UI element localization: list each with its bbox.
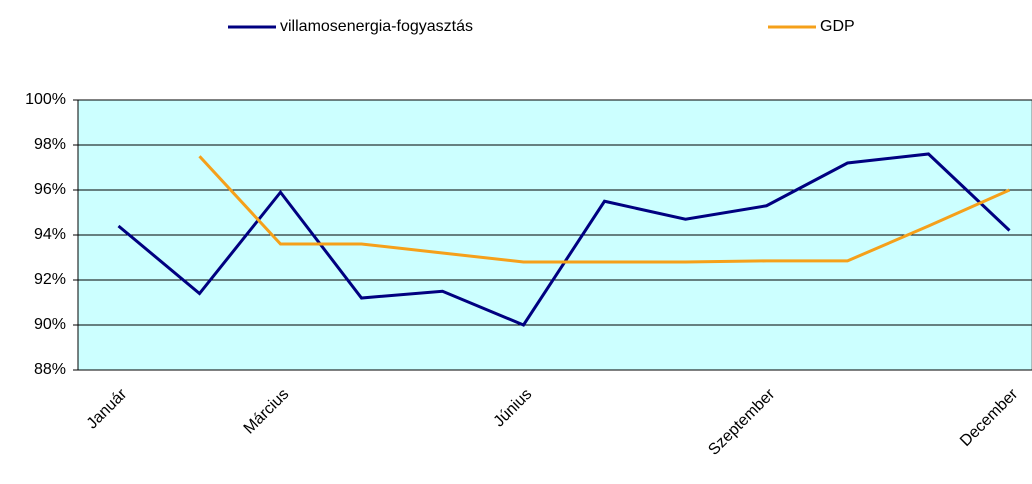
x-tick-label: Március [241, 386, 293, 438]
legend-label: villamosenergia-fogyasztás [280, 18, 473, 35]
x-tick-label: Január [84, 385, 131, 432]
y-tick-label: 88% [34, 361, 66, 378]
y-tick-label: 90% [34, 316, 66, 333]
y-tick-label: 92% [34, 271, 66, 288]
y-tick-label: 96% [34, 181, 66, 198]
x-tick-label: December [957, 385, 1022, 450]
legend-label: GDP [820, 18, 855, 35]
y-tick-label: 100% [25, 91, 66, 108]
x-tick-label: Június [491, 386, 536, 431]
y-tick-label: 94% [34, 226, 66, 243]
y-tick-label: 98% [34, 136, 66, 153]
x-tick-label: Szeptember [705, 385, 779, 459]
series-line [198, 155, 1011, 264]
